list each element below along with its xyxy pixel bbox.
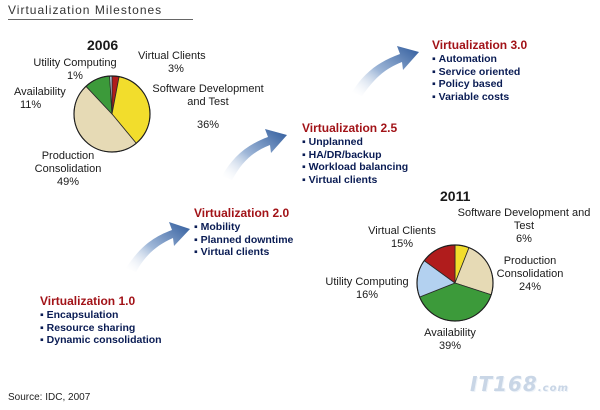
- stage-feature-list: Automation Service oriented Policy based…: [432, 53, 527, 103]
- pie-title-2011: 2011: [440, 188, 471, 204]
- stage-feature-item: Variable costs: [432, 91, 527, 104]
- pie-label-availability-2006: Availability 11%: [14, 86, 66, 111]
- stage-title: Virtualization 2.5: [302, 121, 398, 135]
- progress-arrows: [126, 46, 419, 272]
- stage-feature-list: Encapsulation Resource sharing Dynamic c…: [40, 309, 162, 347]
- stage-virtualization-2-5: Virtualization 2.5 Unplanned HA/DR/backu…: [302, 121, 408, 186]
- stage-feature-item: Dynamic consolidation: [40, 334, 162, 347]
- stage-title: Virtualization 1.0: [40, 294, 136, 308]
- arrow-2-to-2-5: [222, 129, 287, 180]
- stage-feature-item: Resource sharing: [40, 322, 162, 335]
- stage-feature-item: Virtual clients: [194, 246, 293, 259]
- source-note: Source: IDC, 2007: [8, 392, 91, 403]
- watermark-logo: IT168.com: [470, 372, 569, 396]
- pie-label-software-dev-2011: Software Development and Test 6%: [457, 207, 591, 245]
- pie-chart-2011: [416, 244, 494, 322]
- pie-label-virtual-clients-2011: Virtual Clients 15%: [368, 225, 436, 250]
- stage-virtualization-3-0: Virtualization 3.0 Automation Service or…: [432, 38, 527, 103]
- stage-feature-item: Planned downtime: [194, 234, 294, 247]
- stage-virtualization-2-0: Virtualization 2.0 Mobility Planned down…: [194, 206, 293, 259]
- stage-feature-item: Service oriented: [432, 66, 527, 79]
- pie-chart-2006: [73, 75, 151, 153]
- stage-feature-item: Encapsulation: [40, 309, 162, 322]
- arrow-1-to-2: [126, 222, 190, 272]
- pie-label-utility-2011: Utility Computing 16%: [325, 276, 409, 301]
- pie-2006-outline: [73, 75, 151, 153]
- stage-feature-item: Policy based: [432, 78, 527, 91]
- pie-label-production-2011: Production Consolidation 24%: [496, 255, 564, 293]
- pie-label-production-2006: Production Consolidation 49%: [34, 150, 102, 188]
- pie-label-software-dev-2006: Software Development and Test 36%: [152, 83, 264, 131]
- stage-feature-item: Workload balancing: [302, 161, 409, 174]
- arrow-2-5-to-3: [352, 46, 419, 96]
- stage-title: Virtualization 3.0: [432, 38, 528, 52]
- stage-feature-list: Unplanned HA/DR/backup Workload balancin…: [302, 136, 409, 187]
- stage-feature-item: Mobility: [194, 221, 293, 234]
- pie-label-virtual-clients-2006: Virtual Clients 3%: [138, 50, 206, 75]
- stage-feature-item: Automation: [432, 53, 527, 66]
- pie-2011-outline: [416, 244, 494, 322]
- pie-label-utility-2006: Utility Computing 1%: [33, 57, 117, 82]
- stage-feature-item: Virtual clients: [302, 174, 408, 187]
- stage-title: Virtualization 2.0: [194, 206, 290, 220]
- stage-virtualization-1-0: Virtualization 1.0 Encapsulation Resourc…: [40, 294, 162, 347]
- page-title: Virtualization Milestones: [8, 3, 163, 17]
- stage-feature-item: HA/DR/backup: [302, 149, 408, 162]
- pie-title-2006: 2006: [87, 37, 119, 53]
- stage-feature-item: Unplanned: [302, 136, 408, 149]
- stage-feature-list: Mobility Planned downtime Virtual client…: [194, 221, 294, 259]
- title-underline: [8, 19, 193, 20]
- pie-label-availability-2011: Availability 39%: [424, 327, 476, 352]
